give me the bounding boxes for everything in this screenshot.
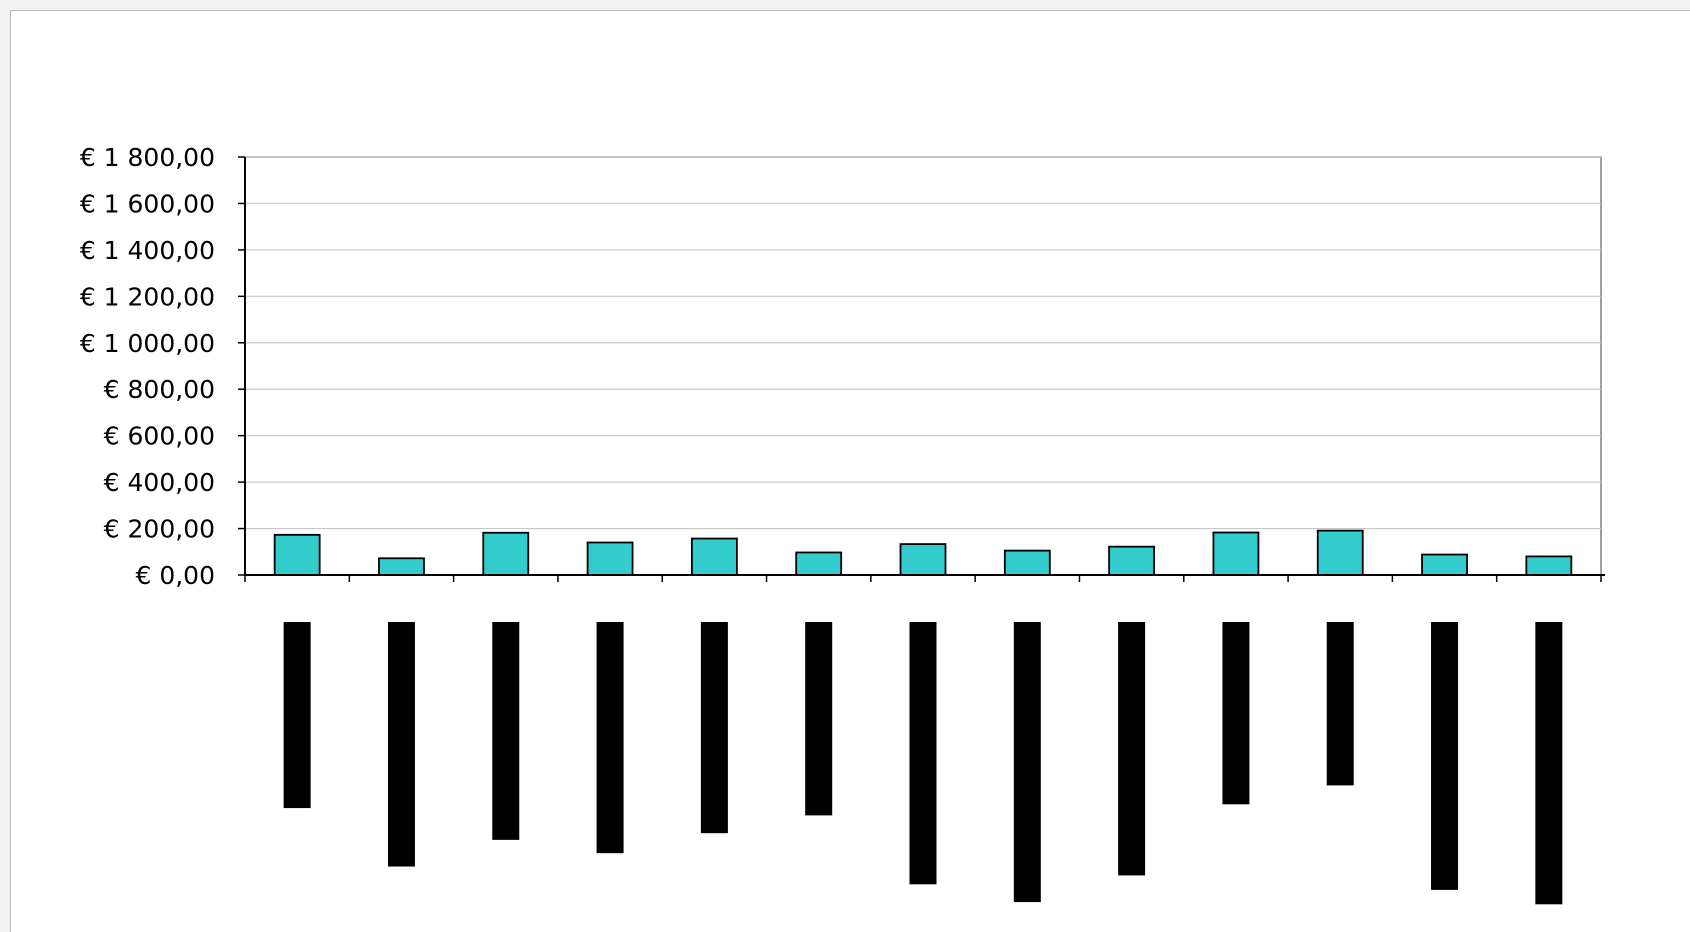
bar-series-2 — [492, 622, 520, 840]
y-tick-label: € 1 600,00 — [80, 189, 215, 218]
bar-series-2 — [1013, 622, 1041, 903]
y-tick-label: € 1 200,00 — [80, 282, 215, 311]
y-tick-label: € 600,00 — [104, 422, 215, 451]
series-2-bars — [283, 622, 1563, 905]
bar-series-2 — [596, 622, 624, 854]
bar-series-1 — [1316, 529, 1364, 576]
bar-series-2 — [1326, 622, 1354, 786]
bar-series-2 — [1222, 622, 1250, 805]
bar-series-1 — [795, 551, 843, 576]
y-tick-label: € 1 800,00 — [80, 143, 215, 172]
y-tick-label: € 800,00 — [104, 375, 215, 404]
bar-series-2 — [909, 622, 937, 885]
bar-series-1 — [1212, 531, 1260, 576]
y-axis-tick-labels: € 0,00 € 200,00 € 400,00 € 600,00 € 800,00 € … — [80, 143, 215, 590]
bar-series-1 — [482, 531, 530, 576]
gridlines — [245, 156, 1601, 530]
bar-series-2 — [805, 622, 833, 816]
bar-series-2 — [700, 622, 728, 834]
y-tick-label: € 400,00 — [104, 468, 215, 497]
bar-series-1 — [586, 541, 634, 576]
bar-series-1 — [1525, 555, 1573, 576]
y-tick-label: € 1 400,00 — [80, 236, 215, 265]
bar-series-2 — [1535, 622, 1563, 905]
plot-area — [244, 156, 1602, 576]
bar-series-1 — [1003, 549, 1051, 576]
bar-series-2 — [1118, 622, 1146, 876]
x-axis-ticks — [244, 575, 1602, 582]
y-tick-label: € 1 000,00 — [80, 329, 215, 358]
bar-series-1 — [899, 543, 947, 576]
y-tick-label: € 0,00 — [135, 561, 215, 590]
bar-series-2 — [1431, 622, 1459, 890]
bar-series-1 — [690, 537, 738, 576]
y-tick-label: € 200,00 — [104, 515, 215, 544]
series-1-bars — [273, 529, 1573, 576]
bar-series-1 — [378, 557, 425, 576]
bar-series-1 — [1421, 553, 1468, 576]
y-axis-ticks — [238, 156, 245, 576]
bar-series-1 — [1108, 545, 1156, 576]
bar-series-1 — [273, 533, 321, 576]
bar-series-2 — [387, 622, 415, 867]
bar-series-2 — [283, 622, 311, 809]
